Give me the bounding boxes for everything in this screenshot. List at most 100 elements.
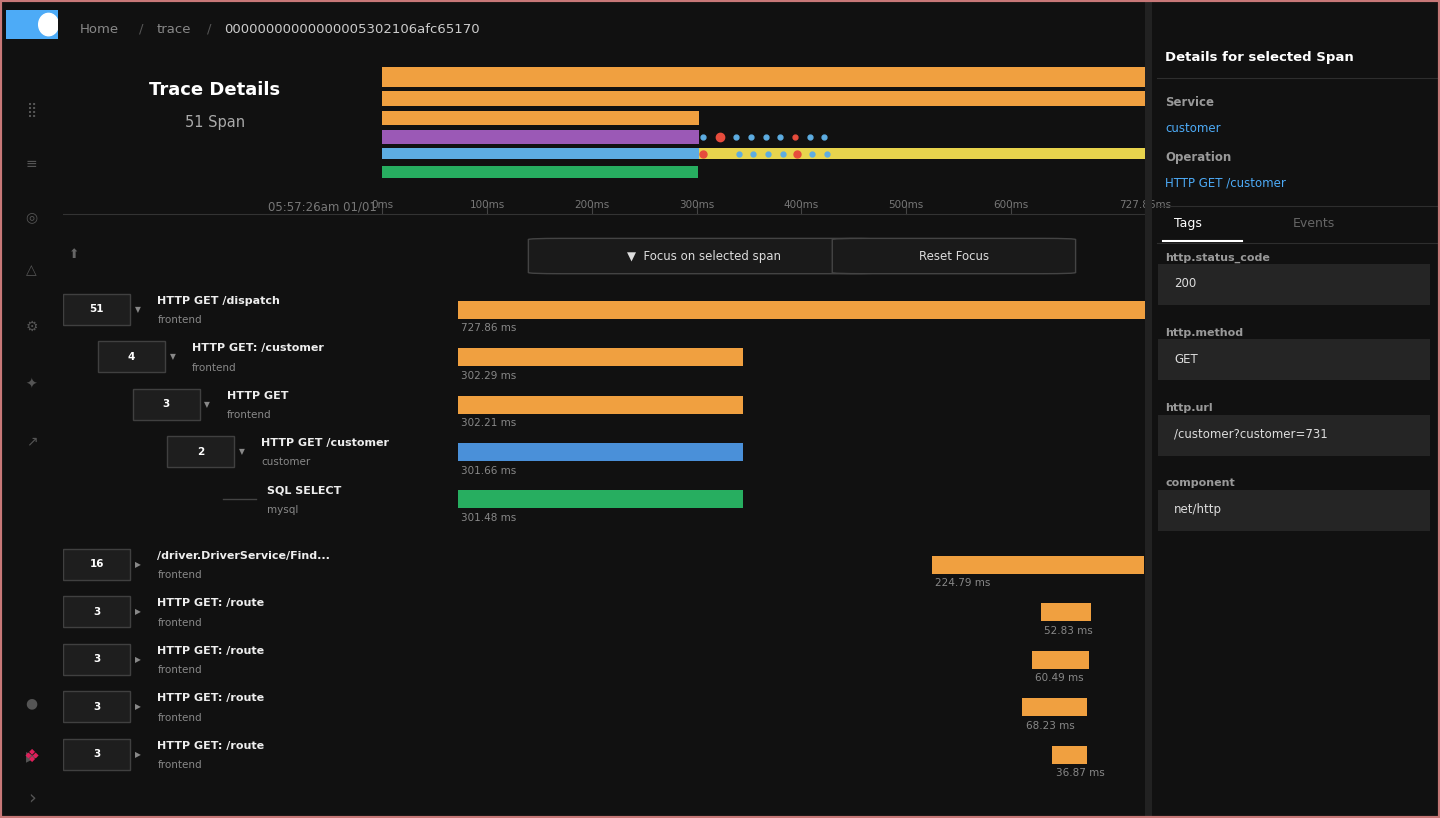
Text: 301.66 ms: 301.66 ms (461, 465, 517, 475)
Text: customer: customer (261, 457, 311, 467)
Bar (383, 67, 1145, 88)
Text: HTTP GET: /route: HTTP GET: /route (157, 645, 265, 656)
Text: 4: 4 (128, 352, 135, 362)
Text: customer: customer (1165, 122, 1221, 135)
Text: Service: Service (1165, 96, 1214, 109)
Text: HTTP GET /dispatch: HTTP GET /dispatch (157, 295, 281, 306)
Text: ●: ● (26, 696, 37, 711)
Text: 3: 3 (94, 702, 101, 712)
Text: ▶: ▶ (135, 607, 141, 617)
FancyBboxPatch shape (63, 644, 131, 675)
Text: /: / (206, 23, 212, 36)
FancyBboxPatch shape (528, 238, 880, 274)
Text: ◎: ◎ (26, 209, 37, 224)
Text: ✦: ✦ (26, 377, 37, 392)
Text: /customer?customer=731: /customer?customer=731 (1175, 428, 1328, 441)
FancyBboxPatch shape (3, 9, 60, 40)
Text: ⚙: ⚙ (26, 320, 37, 335)
Text: ≡: ≡ (26, 156, 37, 171)
Text: 16: 16 (89, 560, 104, 569)
Text: 300ms: 300ms (680, 200, 714, 210)
Text: Operation: Operation (1165, 151, 1231, 164)
Text: frontend: frontend (226, 410, 271, 420)
Text: HTTP GET: /customer: HTTP GET: /customer (192, 343, 324, 353)
Text: Home: Home (79, 23, 120, 36)
Bar (932, 556, 1143, 574)
Text: 2: 2 (197, 447, 204, 456)
Text: 400ms: 400ms (783, 200, 819, 210)
Text: HTTP GET: HTTP GET (226, 390, 288, 401)
Text: Reset Focus: Reset Focus (919, 249, 989, 263)
Text: 3: 3 (94, 654, 101, 664)
Text: 500ms: 500ms (888, 200, 923, 210)
Text: ▶: ▶ (135, 654, 141, 664)
Text: 51: 51 (89, 304, 104, 314)
Bar (458, 348, 743, 366)
Text: ▶: ▶ (135, 702, 141, 712)
FancyBboxPatch shape (1158, 415, 1430, 456)
Text: http.status_code: http.status_code (1165, 253, 1270, 263)
Text: mysql: mysql (266, 505, 298, 515)
Text: 3: 3 (94, 607, 101, 617)
Text: 68.23 ms: 68.23 ms (1025, 721, 1074, 730)
Text: 05:57:26am 01/01: 05:57:26am 01/01 (268, 201, 377, 213)
Text: HTTP GET /customer: HTTP GET /customer (1165, 177, 1286, 190)
Text: 727.86ms: 727.86ms (1119, 200, 1171, 210)
Text: ▶: ▶ (135, 560, 141, 569)
Text: ↗: ↗ (26, 434, 37, 449)
Text: 3: 3 (163, 399, 170, 409)
Bar (458, 443, 743, 461)
Text: 00000000000000005302106afc65170: 00000000000000005302106afc65170 (225, 23, 480, 36)
Text: 200ms: 200ms (575, 200, 609, 210)
Bar (383, 166, 698, 178)
FancyBboxPatch shape (832, 238, 1076, 274)
Text: /: / (140, 23, 144, 36)
Text: 52.83 ms: 52.83 ms (1044, 626, 1093, 636)
Text: http.method: http.method (1165, 328, 1244, 338)
Text: △: △ (26, 263, 37, 277)
Bar (1053, 746, 1087, 764)
Text: SQL SELECT: SQL SELECT (266, 485, 341, 496)
Text: ❖: ❖ (23, 748, 40, 766)
Text: ▼: ▼ (135, 304, 141, 314)
Text: net/http: net/http (1175, 503, 1223, 516)
Text: Details for selected Span: Details for selected Span (1165, 51, 1354, 64)
Text: frontend: frontend (157, 760, 202, 770)
Bar (1022, 699, 1087, 717)
Text: frontend: frontend (157, 712, 202, 722)
Text: component: component (1165, 479, 1236, 488)
FancyBboxPatch shape (167, 436, 235, 467)
Text: 51 Span: 51 Span (184, 115, 245, 130)
FancyBboxPatch shape (63, 294, 131, 325)
Bar (383, 129, 698, 144)
Bar (1041, 604, 1092, 622)
Text: Trace Details: Trace Details (150, 81, 281, 99)
Text: trace: trace (157, 23, 192, 36)
Text: HTTP GET: /route: HTTP GET: /route (157, 598, 265, 609)
Bar (1031, 651, 1089, 669)
Bar (458, 491, 743, 509)
FancyBboxPatch shape (63, 691, 131, 722)
Text: Events: Events (1293, 217, 1335, 230)
Text: frontend: frontend (192, 362, 236, 372)
Text: 302.29 ms: 302.29 ms (461, 371, 517, 380)
Bar (383, 92, 1145, 106)
Text: 727.86 ms: 727.86 ms (461, 323, 517, 333)
Text: ▶: ▶ (135, 749, 141, 759)
Circle shape (39, 13, 59, 36)
Text: frontend: frontend (157, 315, 202, 325)
Text: 100ms: 100ms (469, 200, 505, 210)
Text: GET: GET (1175, 353, 1198, 366)
Text: ▼  Focus on selected span: ▼ Focus on selected span (626, 249, 780, 263)
Text: frontend: frontend (157, 570, 202, 580)
Bar (1145, 0, 1152, 818)
FancyBboxPatch shape (98, 341, 166, 372)
Bar (383, 148, 698, 160)
Text: 3: 3 (94, 749, 101, 759)
Text: 301.48 ms: 301.48 ms (461, 513, 517, 523)
Text: ⣿: ⣿ (26, 103, 37, 118)
Text: 224.79 ms: 224.79 ms (935, 578, 991, 588)
Bar (698, 148, 1145, 160)
Text: ▶: ▶ (26, 749, 37, 764)
Text: frontend: frontend (157, 618, 202, 627)
